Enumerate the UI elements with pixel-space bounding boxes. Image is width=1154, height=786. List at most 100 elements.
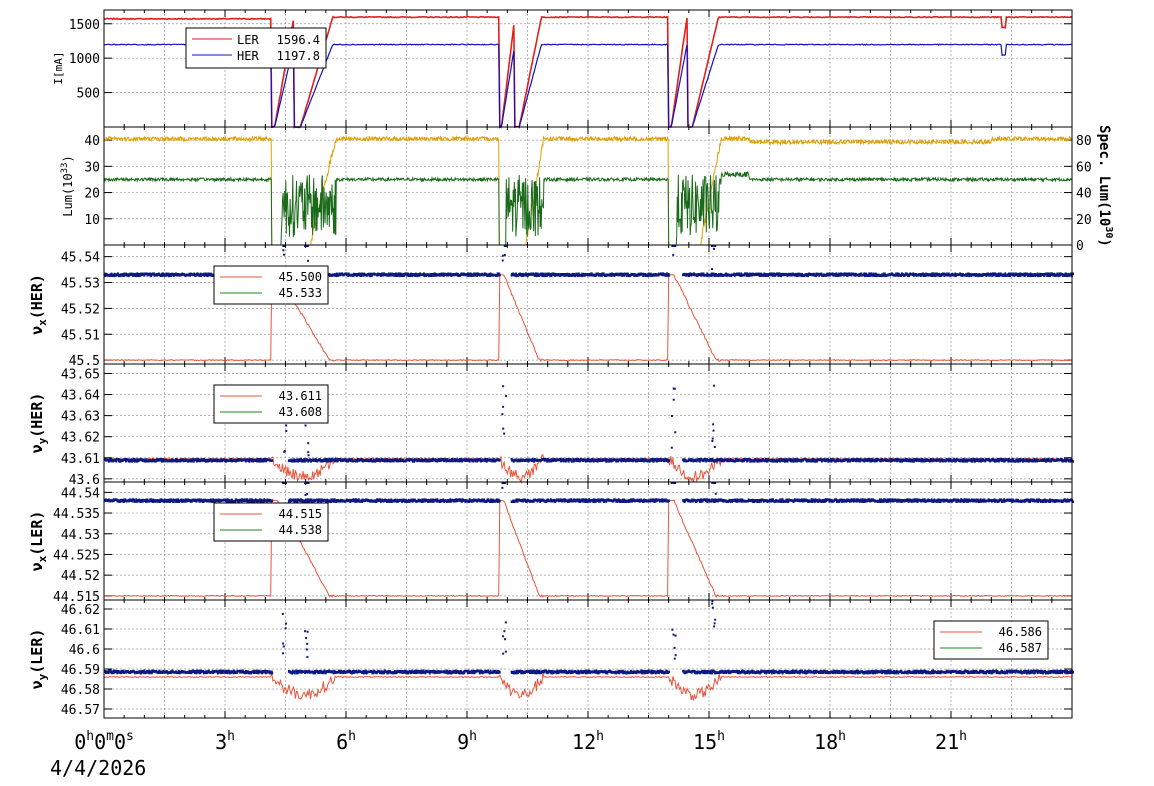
- y-tick-label: 500: [77, 87, 100, 102]
- outlier-dot: [713, 625, 716, 628]
- legend-box: [213, 384, 329, 424]
- outlier-dot: [711, 440, 714, 443]
- y-tick-label: 43.61: [61, 452, 100, 467]
- series-dots: [104, 457, 1074, 463]
- x-tick-label: 15h: [693, 729, 725, 754]
- series-line-trace: [103, 274, 1073, 362]
- outlier-dot: [284, 482, 287, 484]
- x-tick-label: 6h: [336, 729, 356, 754]
- y-tick-label: 45.5: [69, 354, 100, 369]
- y-tick-label: 43.62: [61, 431, 100, 446]
- series-dots: [104, 669, 1074, 675]
- y-tick-label: 46.59: [61, 663, 100, 678]
- y-tick-label: 45.51: [61, 328, 100, 343]
- legend-box: [933, 620, 1049, 660]
- outlier-dot: [713, 384, 716, 387]
- y-tick-label: 44.53: [61, 528, 100, 543]
- outlier-dot: [672, 245, 675, 247]
- y-tick-label: 1500: [69, 18, 100, 33]
- outlier-dot: [672, 398, 675, 401]
- y-tick-label: 44.515: [53, 590, 100, 605]
- y-tick-label: 43.65: [61, 367, 100, 382]
- outlier-dot: [673, 646, 676, 649]
- panel-luminosity: 10 20 30 40 0 20 40 60 80 Lum(1033) Spec. Lum(1030…: [60, 125, 1114, 254]
- x-tick-label: 21h: [935, 729, 967, 754]
- y-tick-label: 43.6: [69, 473, 100, 488]
- outlier-dot: [674, 431, 677, 434]
- y-tick-label-right: 40: [1076, 187, 1092, 202]
- outlier-dot: [285, 430, 288, 433]
- series-line-spec-lum: [103, 170, 1073, 246]
- series-line-lum: [103, 134, 1073, 246]
- outlier-dot: [711, 602, 714, 605]
- outlier-dot: [674, 654, 677, 657]
- legend-value: 43.611: [279, 389, 322, 403]
- y-tick-label: 43.64: [61, 389, 100, 404]
- outlier-dot: [307, 454, 310, 457]
- y-tick-label: 10: [84, 213, 100, 228]
- x-tick-label: 18h: [814, 729, 846, 754]
- outlier-dot: [672, 633, 675, 636]
- panel-frame: [103, 599, 1073, 719]
- outlier-dot: [504, 650, 507, 653]
- outlier-dot: [307, 259, 310, 262]
- x-axis-date-label: 4/4/2026: [50, 756, 146, 780]
- outlier-dot: [672, 253, 675, 256]
- y-axis-label: νy(LER): [28, 629, 49, 690]
- y-tick-label: 44.54: [61, 486, 100, 501]
- outlier-dot: [712, 429, 715, 432]
- outlier-dot: [307, 482, 310, 484]
- outlier-dot: [306, 245, 309, 247]
- legend: LER 1596.4 HER 1197.8: [185, 27, 327, 69]
- outlier-dot: [713, 245, 716, 247]
- legend: 43.611 43.608: [213, 384, 329, 424]
- legend: 46.586 46.587: [933, 620, 1049, 660]
- y-axis-label: νx(LER): [28, 511, 49, 572]
- outlier-dot: [502, 427, 505, 430]
- outlier-dot: [305, 648, 308, 651]
- outlier-dot: [673, 387, 676, 390]
- outlier-dot: [304, 493, 307, 496]
- y-tick-label: 43.63: [61, 410, 100, 425]
- outlier-dot: [711, 482, 714, 484]
- legend: 44.515 44.538: [213, 502, 329, 542]
- y-tick-label: 46.61: [61, 623, 100, 638]
- legend-value: 45.533: [279, 286, 322, 300]
- legend-value: 45.500: [279, 270, 322, 284]
- outlier-dot: [306, 630, 309, 633]
- outlier-dot: [714, 618, 717, 621]
- outlier-dot: [711, 268, 714, 271]
- outlier-dot: [284, 627, 287, 630]
- series-line-ler: [103, 15, 1073, 130]
- legend-label: HER: [237, 49, 259, 63]
- outlier-dot: [306, 493, 309, 496]
- panel-nux_ler: 44.51544.5244.52544.5344.53544.5444.5154…: [28, 481, 1074, 605]
- y-tick-label: 45.53: [61, 277, 100, 292]
- y-axis-label: νy(HER): [28, 393, 49, 454]
- y-axis-label: νx(HER): [28, 274, 49, 335]
- outlier-dot: [305, 636, 308, 639]
- outlier-dot: [502, 385, 505, 388]
- y-axis-label-right: Spec. Lum(1030): [1096, 125, 1114, 247]
- panel-nuy_ler: 46.5746.5846.5946.646.6146.6246.58646.58…: [28, 599, 1074, 719]
- outlier-dot: [673, 245, 676, 247]
- outlier-dot: [501, 259, 504, 262]
- outlier-dot: [282, 642, 285, 645]
- outlier-dot: [712, 423, 715, 426]
- outlier-dot: [283, 253, 286, 256]
- legend-value: 1596.4: [277, 33, 320, 47]
- outlier-dot: [503, 630, 506, 633]
- panel-current: 500 1000 1500 LER 1596.4 HER 1197.8 I[mA]: [52, 9, 1073, 130]
- y-tick-label: 30: [84, 160, 100, 175]
- y-tick-label: 1000: [69, 52, 100, 67]
- y-tick-label: 46.6: [69, 643, 100, 658]
- outlier-dot: [283, 482, 286, 484]
- legend-value: 43.608: [279, 405, 322, 419]
- outlier-dot: [304, 482, 307, 484]
- outlier-dot: [504, 482, 507, 484]
- outlier-dot: [671, 628, 674, 631]
- outlier-dot: [671, 482, 674, 484]
- outlier-dot: [714, 492, 717, 495]
- outlier-dot: [501, 413, 504, 416]
- x-tick-label: 3h: [215, 729, 235, 754]
